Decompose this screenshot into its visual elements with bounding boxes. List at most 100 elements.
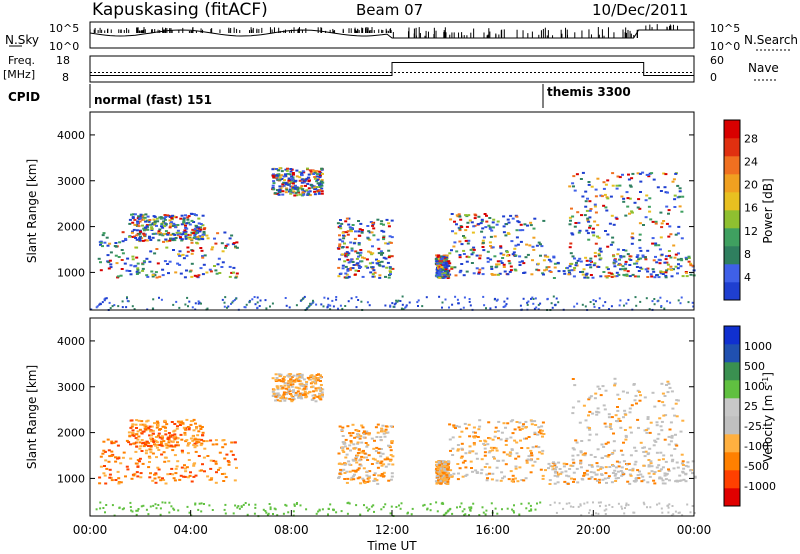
heatmap-cell xyxy=(301,384,305,387)
heatmap-cell xyxy=(264,510,267,512)
heatmap-cell xyxy=(457,213,461,216)
heatmap-cell xyxy=(634,394,638,397)
heatmap-cell xyxy=(624,435,628,438)
heatmap-cell xyxy=(596,385,600,388)
heatmap-cell xyxy=(218,451,222,454)
heatmap-cell xyxy=(299,504,302,507)
heatmap-cell xyxy=(139,213,143,216)
heatmap-cell xyxy=(544,255,548,258)
heatmap-cell xyxy=(639,394,642,397)
heatmap-cell xyxy=(192,464,196,467)
heatmap-cell xyxy=(358,437,362,440)
heatmap-cell xyxy=(537,446,541,449)
heatmap-cell xyxy=(172,477,176,480)
heatmap-cell xyxy=(621,507,624,510)
heatmap-cell xyxy=(357,299,360,301)
heatmap-cell xyxy=(423,503,426,506)
heatmap-cell xyxy=(117,457,121,460)
heatmap-cell xyxy=(552,295,555,298)
heatmap-cell xyxy=(353,237,357,240)
heatmap-cell xyxy=(389,304,392,307)
heatmap-cell xyxy=(657,276,661,279)
heatmap-cell xyxy=(636,469,640,472)
heatmap-cell xyxy=(646,418,650,420)
heatmap-cell xyxy=(186,296,189,299)
heatmap-cell xyxy=(389,273,392,276)
heatmap-cell xyxy=(514,254,518,257)
heatmap-cell xyxy=(360,424,364,427)
heatmap-cell xyxy=(351,475,355,478)
heatmap-cell xyxy=(340,463,344,466)
heatmap-cell xyxy=(302,378,306,381)
heatmap-cell xyxy=(609,423,613,426)
heatmap-cell xyxy=(515,215,519,218)
heatmap-cell xyxy=(454,295,457,298)
heatmap-cell xyxy=(203,447,207,450)
heatmap-cell xyxy=(320,167,324,170)
heatmap-cell xyxy=(307,193,311,196)
heatmap-cell xyxy=(514,465,518,468)
colorbar-swatch xyxy=(724,380,740,399)
heatmap-cell xyxy=(357,220,360,222)
heatmap-cell xyxy=(290,175,294,178)
heatmap-cell xyxy=(671,458,675,461)
heatmap-cell xyxy=(482,249,486,252)
heatmap-cell xyxy=(134,237,138,239)
heatmap-cell xyxy=(382,432,386,435)
heatmap-cell xyxy=(615,217,619,220)
heatmap-cell xyxy=(520,427,524,430)
heatmap-cell xyxy=(587,220,591,223)
heatmap-cell xyxy=(584,419,588,422)
heatmap-cell xyxy=(621,471,625,474)
heatmap-cell xyxy=(118,241,122,244)
heatmap-cell xyxy=(589,477,593,480)
heatmap-cell xyxy=(664,460,668,463)
heatmap-cell xyxy=(162,220,166,223)
heatmap-cell xyxy=(370,505,373,508)
heatmap-cell xyxy=(611,236,615,239)
heatmap-cell xyxy=(288,388,291,391)
heatmap-cell xyxy=(461,510,464,513)
velocity-colorbar-label: Velocity [m s-1] xyxy=(761,372,775,462)
heatmap-cell xyxy=(552,277,556,279)
heatmap-cell xyxy=(641,171,645,174)
heatmap-cell xyxy=(389,458,393,461)
heatmap-cell xyxy=(674,253,678,256)
heatmap-cell xyxy=(608,222,612,225)
heatmap-cell xyxy=(365,470,369,473)
heatmap-cell xyxy=(518,428,522,431)
heatmap-cell xyxy=(310,386,313,389)
colorbar-swatch xyxy=(724,282,740,301)
heatmap-cell xyxy=(212,459,216,462)
heatmap-cell xyxy=(233,479,237,482)
heatmap-cell xyxy=(515,421,519,423)
heatmap-cell xyxy=(200,249,204,252)
heatmap-cell xyxy=(450,266,454,269)
heatmap-cell xyxy=(190,219,194,222)
heatmap-cell xyxy=(629,474,633,477)
heatmap-cell xyxy=(224,512,227,515)
heatmap-cell xyxy=(185,466,189,469)
heatmap-cell xyxy=(464,513,467,516)
heatmap-cell xyxy=(287,386,291,388)
heatmap-cell xyxy=(465,255,469,258)
heatmap-cell xyxy=(647,175,651,178)
heatmap-cell xyxy=(532,302,535,305)
heatmap-cell xyxy=(286,383,290,386)
heatmap-cell xyxy=(352,443,356,446)
heatmap-cell xyxy=(626,480,630,483)
heatmap-cell xyxy=(190,238,194,241)
heatmap-cell xyxy=(344,276,348,279)
heatmap-cell xyxy=(461,475,465,478)
heatmap-cell xyxy=(674,265,678,268)
heatmap-cell xyxy=(508,270,512,273)
heatmap-cell xyxy=(474,452,478,455)
heatmap-cell xyxy=(520,260,524,263)
heatmap-cell xyxy=(202,228,206,231)
heatmap-cell xyxy=(192,475,196,478)
heatmap-cell xyxy=(138,232,142,235)
heatmap-cell xyxy=(550,302,553,305)
heatmap-cell xyxy=(167,432,171,434)
heatmap-cell xyxy=(340,246,344,249)
heatmap-cell xyxy=(483,304,486,307)
